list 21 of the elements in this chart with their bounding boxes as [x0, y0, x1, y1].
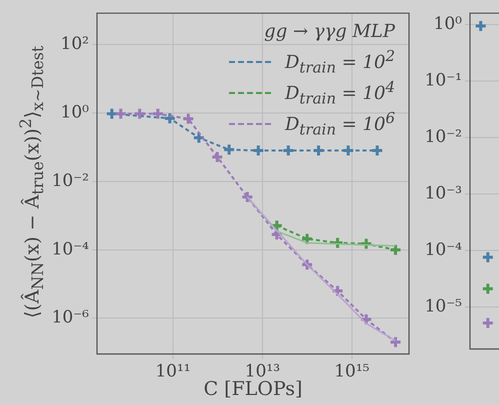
point: [481, 316, 494, 330]
y-tick-label: 10²: [60, 34, 89, 54]
x-tick-label: 10¹⁵: [334, 362, 370, 382]
y-tick-label: 10⁰: [434, 14, 462, 34]
legend-label: D$_{train}$ = 10$^{2}$: [284, 46, 395, 76]
y-tick-label: 10⁻²: [424, 127, 462, 148]
y-tick-label: 10⁻¹: [424, 70, 462, 91]
y-tick-label: 10⁰: [60, 102, 90, 122]
y-tick-label: 10⁻⁵: [424, 296, 462, 316]
y-tick-label: 10⁻⁴: [424, 240, 462, 260]
y-tick-label: 10⁻⁶: [52, 308, 90, 328]
point: [481, 250, 494, 264]
point: [474, 19, 488, 32]
y-tick-label: 10⁻²: [52, 170, 89, 191]
y-tick-label: 10⁻⁴: [52, 239, 90, 260]
legend-label: D$_{train}$ = 10$^{4}$: [284, 78, 395, 108]
legend-label: D$_{train}$ = 10$^{6}$: [284, 108, 395, 138]
y-tick-label: 10⁻³: [424, 183, 462, 204]
point: [481, 282, 494, 296]
x-tick-label: 10¹¹: [155, 362, 191, 382]
legend-title: gg → γγg MLP: [263, 21, 395, 42]
